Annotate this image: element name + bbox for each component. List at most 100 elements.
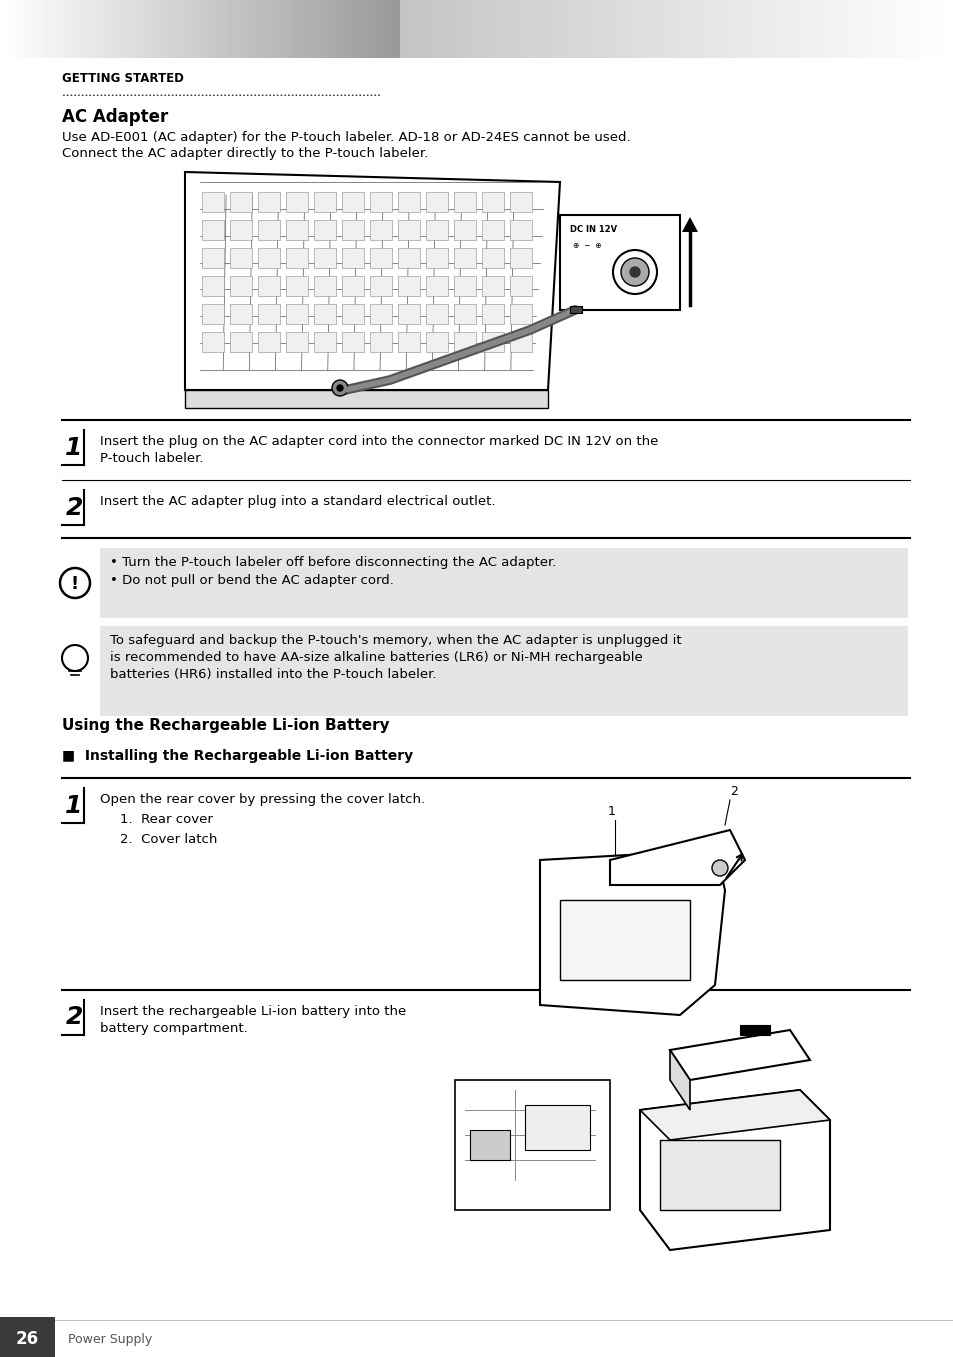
Bar: [481, 304, 503, 324]
Bar: [569, 305, 581, 313]
Bar: [314, 304, 335, 324]
Bar: [341, 304, 364, 324]
Bar: [230, 220, 252, 240]
Polygon shape: [639, 1090, 829, 1140]
Bar: [455, 1080, 609, 1210]
Bar: [397, 248, 419, 267]
Text: Insert the AC adapter plug into a standard electrical outlet.: Insert the AC adapter plug into a standa…: [100, 495, 495, 508]
Text: Power Supply: Power Supply: [68, 1333, 152, 1346]
Text: • Turn the P-touch labeler off before disconnecting the AC adapter.: • Turn the P-touch labeler off before di…: [110, 556, 556, 569]
Text: 2: 2: [65, 1006, 83, 1030]
Circle shape: [332, 380, 348, 396]
Text: Open the rear cover by pressing the cover latch.: Open the rear cover by pressing the cove…: [100, 792, 425, 806]
Bar: [370, 248, 392, 267]
Bar: [314, 332, 335, 351]
Circle shape: [620, 258, 648, 286]
Bar: [397, 304, 419, 324]
Text: 1.  Rear cover: 1. Rear cover: [120, 813, 213, 826]
Circle shape: [336, 385, 343, 391]
Polygon shape: [609, 830, 744, 885]
Bar: [397, 191, 419, 212]
Bar: [314, 191, 335, 212]
Bar: [454, 191, 476, 212]
Bar: [740, 1025, 769, 1035]
Bar: [370, 275, 392, 296]
Bar: [202, 220, 224, 240]
Bar: [230, 304, 252, 324]
Bar: [559, 214, 679, 309]
Bar: [286, 191, 308, 212]
Bar: [481, 332, 503, 351]
Bar: [454, 220, 476, 240]
Bar: [524, 1105, 589, 1149]
Text: Insert the plug on the AC adapter cord into the connector marked DC IN 12V on th: Insert the plug on the AC adapter cord i…: [100, 436, 658, 465]
Bar: [202, 304, 224, 324]
Bar: [341, 332, 364, 351]
Bar: [426, 304, 448, 324]
Text: 2: 2: [65, 495, 83, 520]
Bar: [202, 191, 224, 212]
Bar: [454, 248, 476, 267]
Bar: [559, 900, 689, 980]
Bar: [0, 1318, 55, 1357]
Bar: [202, 248, 224, 267]
Bar: [286, 220, 308, 240]
Text: 2: 2: [729, 784, 737, 798]
Bar: [341, 248, 364, 267]
Polygon shape: [539, 849, 724, 1015]
Bar: [257, 191, 280, 212]
Bar: [257, 248, 280, 267]
Bar: [454, 332, 476, 351]
Bar: [370, 220, 392, 240]
Text: GETTING STARTED: GETTING STARTED: [62, 72, 184, 85]
Polygon shape: [639, 1090, 829, 1250]
Bar: [230, 275, 252, 296]
Bar: [341, 275, 364, 296]
Bar: [510, 191, 532, 212]
Bar: [370, 304, 392, 324]
Text: ⊕  −  ⊕: ⊕ − ⊕: [573, 242, 601, 250]
Bar: [100, 626, 907, 716]
Circle shape: [613, 250, 657, 294]
Bar: [314, 220, 335, 240]
Circle shape: [629, 267, 639, 277]
Polygon shape: [185, 389, 547, 408]
Bar: [230, 191, 252, 212]
Bar: [510, 220, 532, 240]
Bar: [426, 220, 448, 240]
Text: Connect the AC adapter directly to the P-touch labeler.: Connect the AC adapter directly to the P…: [62, 147, 428, 160]
Circle shape: [62, 645, 88, 670]
Text: ••••••••••••••••••••••••••••••••••••••••••••••••••••••••••••••••••••••••••••••••: ••••••••••••••••••••••••••••••••••••••••…: [62, 94, 380, 98]
Bar: [510, 332, 532, 351]
Bar: [659, 1140, 780, 1210]
Bar: [286, 275, 308, 296]
Bar: [510, 304, 532, 324]
Polygon shape: [185, 172, 559, 389]
Bar: [314, 275, 335, 296]
Text: 1: 1: [65, 436, 83, 460]
Bar: [257, 332, 280, 351]
Bar: [230, 332, 252, 351]
Bar: [257, 275, 280, 296]
Bar: [481, 220, 503, 240]
Text: To safeguard and backup the P-touch's memory, when the AC adapter is unplugged i: To safeguard and backup the P-touch's me…: [110, 634, 680, 681]
Bar: [202, 275, 224, 296]
Circle shape: [711, 860, 727, 877]
Bar: [370, 191, 392, 212]
Text: ■  Installing the Rechargeable Li-ion Battery: ■ Installing the Rechargeable Li-ion Bat…: [62, 749, 413, 763]
Text: Use AD-E001 (AC adapter) for the P-touch labeler. AD-18 or AD-24ES cannot be use: Use AD-E001 (AC adapter) for the P-touch…: [62, 132, 630, 144]
Text: 26: 26: [15, 1330, 38, 1348]
Bar: [397, 332, 419, 351]
Bar: [481, 275, 503, 296]
Polygon shape: [681, 217, 698, 232]
Bar: [481, 191, 503, 212]
Bar: [454, 304, 476, 324]
Text: Insert the rechargeable Li-ion battery into the
battery compartment.: Insert the rechargeable Li-ion battery i…: [100, 1006, 406, 1035]
Text: 2.  Cover latch: 2. Cover latch: [120, 833, 217, 845]
Text: AC Adapter: AC Adapter: [62, 109, 168, 126]
Bar: [100, 548, 907, 617]
Bar: [257, 220, 280, 240]
Bar: [341, 191, 364, 212]
Bar: [230, 248, 252, 267]
Bar: [286, 332, 308, 351]
